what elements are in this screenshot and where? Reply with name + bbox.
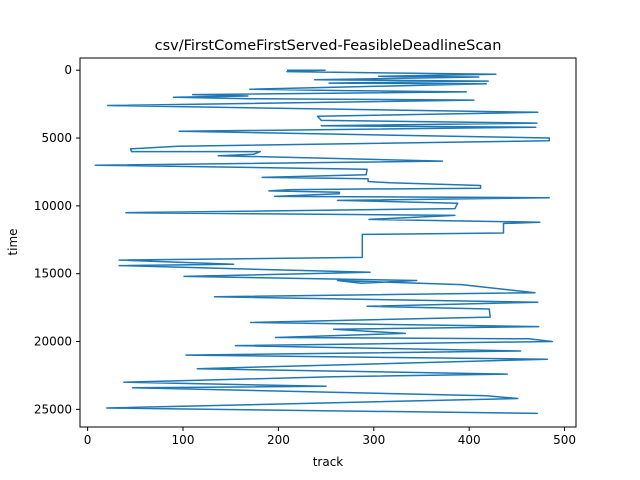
x-tick-label: 300 bbox=[362, 433, 385, 447]
x-tick-label: 100 bbox=[172, 433, 195, 447]
x-tick-label: 0 bbox=[84, 433, 92, 447]
plot-frame bbox=[79, 57, 577, 428]
y-axis-title: time bbox=[6, 228, 20, 255]
y-axis: 0 5000 10000 15000 20000 25000 bbox=[34, 63, 80, 416]
y-tick-label: 15000 bbox=[34, 267, 72, 281]
y-tick-label: 5000 bbox=[41, 131, 72, 145]
y-tick-label: 20000 bbox=[34, 335, 72, 349]
x-axis: 0 100 200 300 400 500 bbox=[84, 427, 576, 447]
series-line-0 bbox=[94, 69, 553, 415]
y-tick-label: 25000 bbox=[34, 402, 72, 416]
x-tick-label: 500 bbox=[553, 433, 576, 447]
x-tick-label: 200 bbox=[267, 433, 290, 447]
chart-title: csv/FirstComeFirstServed-FeasibleDeadlin… bbox=[155, 38, 502, 54]
x-axis-title: track bbox=[313, 455, 344, 469]
y-tick-label: 0 bbox=[64, 63, 72, 77]
y-tick-label: 10000 bbox=[34, 199, 72, 213]
x-tick-label: 400 bbox=[458, 433, 481, 447]
plot-area bbox=[94, 69, 553, 415]
